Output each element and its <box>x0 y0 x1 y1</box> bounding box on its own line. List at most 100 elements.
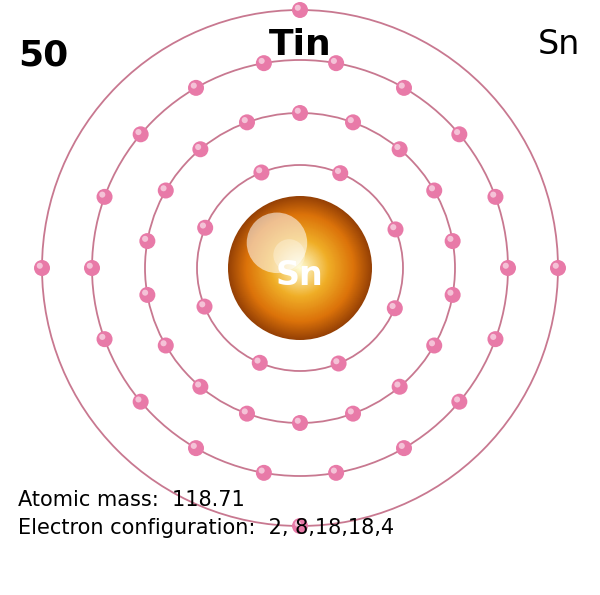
Circle shape <box>448 290 454 296</box>
Circle shape <box>295 208 301 214</box>
Circle shape <box>256 55 272 71</box>
Circle shape <box>290 258 310 278</box>
Circle shape <box>266 234 334 301</box>
Circle shape <box>276 244 325 292</box>
Circle shape <box>97 189 113 205</box>
Circle shape <box>257 225 343 311</box>
Circle shape <box>292 205 308 221</box>
Circle shape <box>392 141 407 157</box>
Circle shape <box>503 263 509 269</box>
Circle shape <box>295 108 301 114</box>
Circle shape <box>238 206 362 330</box>
Circle shape <box>273 241 327 295</box>
Circle shape <box>229 197 371 339</box>
Circle shape <box>445 287 461 303</box>
Circle shape <box>228 196 372 340</box>
Text: Sn: Sn <box>276 259 324 292</box>
Circle shape <box>249 217 352 320</box>
Circle shape <box>195 381 201 387</box>
Circle shape <box>262 229 338 306</box>
Circle shape <box>390 224 396 230</box>
Circle shape <box>254 358 260 364</box>
Circle shape <box>136 396 142 402</box>
Circle shape <box>280 248 321 289</box>
Circle shape <box>239 406 255 422</box>
Circle shape <box>242 117 248 123</box>
Circle shape <box>274 242 326 294</box>
Circle shape <box>345 406 361 422</box>
Circle shape <box>298 265 303 271</box>
Circle shape <box>292 105 308 121</box>
Circle shape <box>295 5 301 11</box>
Circle shape <box>242 211 358 325</box>
Circle shape <box>387 300 403 317</box>
Circle shape <box>241 209 359 327</box>
Circle shape <box>283 251 317 285</box>
Circle shape <box>158 183 174 199</box>
Circle shape <box>271 239 329 297</box>
Circle shape <box>253 220 348 316</box>
Circle shape <box>259 227 341 309</box>
Circle shape <box>199 301 205 308</box>
Circle shape <box>191 83 197 89</box>
Circle shape <box>246 214 354 322</box>
Circle shape <box>200 223 206 228</box>
Circle shape <box>99 192 106 198</box>
Circle shape <box>451 126 467 142</box>
Circle shape <box>259 468 265 474</box>
Text: 50: 50 <box>18 38 68 72</box>
Circle shape <box>392 379 407 394</box>
Text: Sn: Sn <box>538 28 580 61</box>
Circle shape <box>280 248 320 288</box>
Circle shape <box>328 465 344 481</box>
Circle shape <box>500 260 516 276</box>
Circle shape <box>281 249 319 287</box>
Circle shape <box>139 287 155 303</box>
Circle shape <box>426 337 442 353</box>
Circle shape <box>289 256 312 280</box>
Circle shape <box>277 246 323 290</box>
Circle shape <box>348 117 354 123</box>
Circle shape <box>253 221 347 315</box>
Circle shape <box>278 246 322 290</box>
Circle shape <box>274 239 305 271</box>
Circle shape <box>239 207 361 329</box>
Circle shape <box>394 144 400 150</box>
Circle shape <box>454 129 460 135</box>
Circle shape <box>296 264 304 271</box>
Circle shape <box>268 236 332 300</box>
Circle shape <box>37 263 43 269</box>
Text: Electron configuration:  2, 8,18,18,4: Electron configuration: 2, 8,18,18,4 <box>18 518 394 538</box>
Circle shape <box>266 234 334 302</box>
Circle shape <box>388 221 403 237</box>
Circle shape <box>87 263 93 269</box>
Circle shape <box>396 80 412 96</box>
Circle shape <box>271 239 330 298</box>
Circle shape <box>255 223 345 313</box>
Circle shape <box>275 243 325 293</box>
Circle shape <box>253 164 269 180</box>
Circle shape <box>142 290 148 296</box>
Circle shape <box>251 218 349 318</box>
Circle shape <box>295 318 301 324</box>
Circle shape <box>448 236 454 242</box>
Circle shape <box>158 337 174 353</box>
Circle shape <box>265 233 335 303</box>
Circle shape <box>429 185 435 192</box>
Circle shape <box>269 236 331 299</box>
Circle shape <box>296 264 305 273</box>
Circle shape <box>550 260 566 276</box>
Circle shape <box>197 220 213 236</box>
Circle shape <box>272 240 328 296</box>
Circle shape <box>34 260 50 276</box>
Circle shape <box>287 255 314 281</box>
Circle shape <box>345 114 361 130</box>
Circle shape <box>284 252 316 284</box>
Circle shape <box>84 260 100 276</box>
Circle shape <box>263 231 337 305</box>
Circle shape <box>490 192 496 198</box>
Circle shape <box>399 443 405 449</box>
Circle shape <box>487 331 503 347</box>
Circle shape <box>295 418 301 424</box>
Circle shape <box>133 126 149 142</box>
